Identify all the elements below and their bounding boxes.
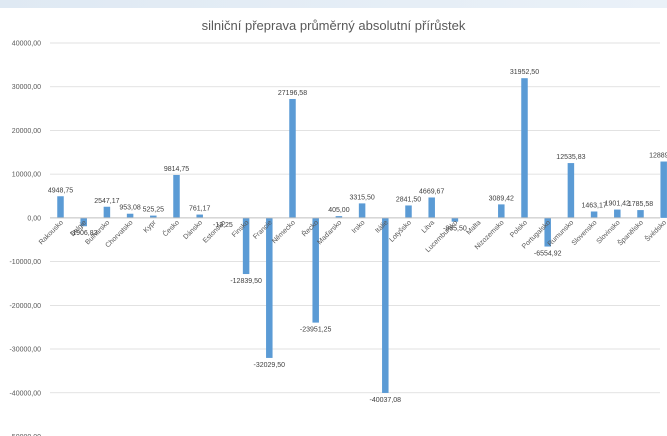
y-tick-label: 20000,00 [12, 128, 41, 135]
bar [358, 203, 366, 218]
bar [590, 211, 598, 218]
category-label: Maďarsko [316, 219, 343, 246]
data-label: -1906,83 [70, 230, 98, 237]
category-label: Lotyšsko [388, 219, 413, 244]
y-tick-label: -20000,00 [9, 303, 41, 310]
bars [57, 78, 667, 393]
y-tick-label: 30000,00 [12, 84, 41, 91]
data-label: 2547,17 [94, 198, 119, 205]
category-label: Španělsko [615, 218, 645, 248]
category-label: Malta [465, 219, 482, 236]
bar [173, 174, 180, 218]
y-tick-label: -50000,00 [9, 434, 41, 436]
data-label: 12889,75 [649, 153, 667, 160]
bar [289, 98, 296, 218]
data-label: 2841,50 [396, 196, 421, 203]
data-label: 4948,75 [48, 187, 73, 194]
bar [405, 205, 412, 218]
data-label: 405,00 [328, 207, 350, 214]
category-label: Švédsko [643, 218, 667, 243]
window-top-strip [0, 0, 667, 8]
data-label: -865,50 [443, 226, 467, 233]
category-label: Irsko [351, 219, 367, 235]
data-label: -13,25 [213, 222, 233, 229]
y-tick-label: 40000,00 [12, 41, 41, 48]
bar [428, 197, 435, 218]
bar [312, 217, 319, 323]
bar [266, 217, 273, 358]
category-label: Litva [421, 219, 436, 234]
data-label: 525,25 [143, 207, 165, 214]
bar [80, 217, 87, 227]
data-label: 1463,17 [581, 202, 606, 209]
chart-title: silniční přeprava průměrný absolutní pří… [201, 18, 466, 33]
data-label: 31952,50 [510, 69, 539, 76]
data-label: 3089,42 [489, 195, 514, 202]
bar [614, 209, 621, 218]
bar [451, 217, 459, 222]
data-label: 27196,58 [278, 90, 307, 97]
bar [544, 217, 551, 247]
data-label: 953,08 [119, 205, 141, 212]
data-label: 1785,58 [628, 201, 653, 208]
bar [196, 214, 203, 218]
y-tick-label: -10000,00 [9, 259, 41, 266]
category-label: Slovensko [571, 219, 599, 247]
bar [521, 78, 528, 218]
data-label: 3315,50 [349, 194, 374, 201]
category-label: Polsko [509, 219, 529, 239]
y-tick-label: 10000,00 [12, 172, 41, 179]
bar [150, 215, 157, 218]
bar [57, 196, 64, 218]
bar [126, 213, 134, 218]
category-label: Kypr [143, 219, 159, 235]
bar [103, 206, 111, 218]
bar [637, 210, 644, 218]
category-label: Německo [271, 219, 297, 245]
y-tick-label: -40000,00 [9, 390, 41, 397]
data-label: 761,17 [189, 206, 211, 213]
data-label: -32029,50 [254, 362, 286, 369]
category-label: Dánsko [182, 219, 204, 241]
bar [242, 217, 250, 275]
bar [660, 161, 667, 218]
category-label: Česko [161, 218, 181, 238]
y-tick-label: -30000,00 [9, 347, 41, 354]
data-label: -6554,92 [534, 251, 562, 258]
bar [382, 217, 389, 393]
category-label: Rakousko [38, 219, 65, 246]
data-label: -12839,50 [230, 278, 262, 285]
bar [567, 163, 575, 218]
data-label: 9814,75 [164, 166, 189, 173]
data-label: -40037,08 [370, 397, 402, 404]
data-label: -23951,25 [300, 327, 332, 334]
gridlines [50, 42, 660, 394]
bar [335, 216, 343, 218]
bar [498, 204, 505, 218]
y-axis-ticks: 40000,00 30000,00 20000,00 10000,00 0,00 -100… [9, 41, 41, 436]
data-label: 12535,83 [556, 154, 585, 161]
data-label: 4669,67 [419, 188, 444, 195]
data-label: 1901,42 [605, 201, 630, 208]
y-tick-label: 0,00 [27, 215, 41, 222]
